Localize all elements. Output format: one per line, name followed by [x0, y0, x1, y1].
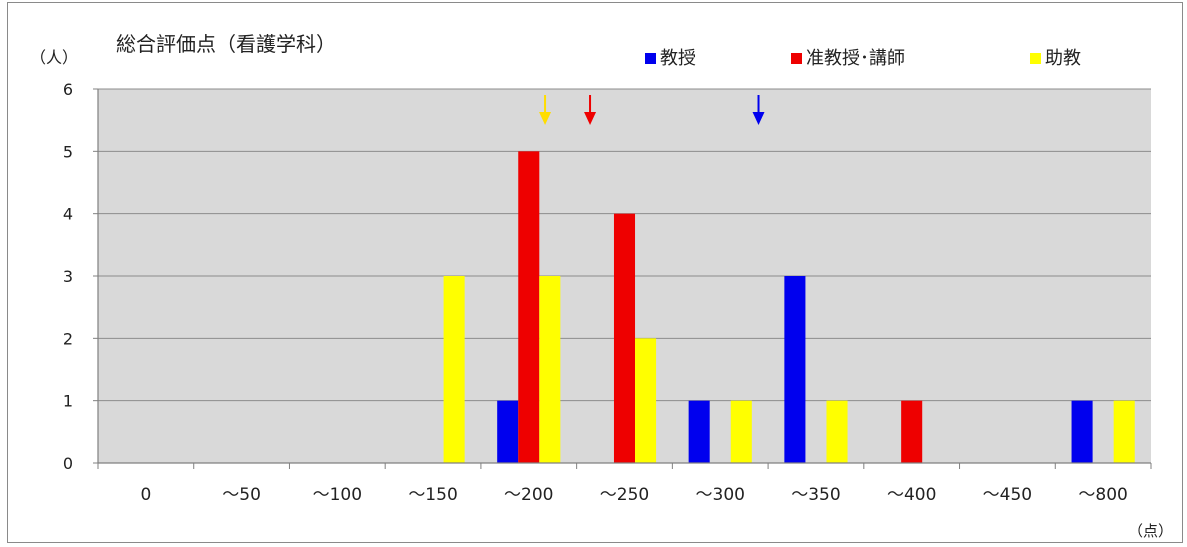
x-tick-label: 〜150 [408, 485, 457, 505]
bar [901, 400, 923, 463]
bar [518, 151, 540, 464]
bar [613, 213, 636, 463]
x-tick-label: 〜450 [983, 485, 1032, 505]
y-axis-unit-label: （人） [30, 48, 78, 67]
y-tick-label: 0 [63, 454, 73, 473]
bar [784, 276, 806, 463]
y-tick-label: 3 [63, 267, 73, 286]
mean-arrows [539, 95, 765, 125]
axes [93, 88, 1152, 469]
bar [497, 400, 519, 463]
y-tick-label: 4 [63, 205, 73, 224]
x-tick-label: 〜300 [696, 485, 745, 505]
x-tick-label: 〜350 [791, 485, 840, 505]
chart-frame: 0 1 2 3 4 5 6 0 〜50 〜100 〜150 〜200 〜250 〜300 〜350 〜400 〜… [7, 2, 1183, 543]
legend-swatch [1030, 53, 1041, 64]
bar [1071, 400, 1093, 463]
y-tick-label: 5 [63, 142, 73, 161]
bar [539, 276, 561, 463]
y-tick-label: 6 [63, 80, 73, 99]
x-tick-label: 〜250 [600, 485, 649, 505]
mean-arrow-head [539, 112, 552, 125]
x-axis-unit-label: （点） [1128, 522, 1173, 540]
bar [443, 276, 465, 463]
bar [635, 338, 657, 463]
x-tick-label: 〜200 [504, 485, 553, 505]
legend-swatch [645, 53, 656, 64]
x-tick-label: 〜800 [1078, 485, 1127, 505]
bar [730, 400, 752, 463]
legend-label: 教授 [660, 48, 696, 69]
bar [1113, 400, 1135, 463]
x-tick-label: 〜400 [887, 485, 936, 505]
legend-label: 助教 [1045, 48, 1081, 69]
histogram-chart: 0 1 2 3 4 5 6 0 〜50 〜100 〜150 〜200 〜250 〜300 〜350 〜400 〜… [30, 32, 1173, 540]
mean-arrow-head [752, 112, 765, 125]
tick-labels: 0 1 2 3 4 5 6 0 〜50 〜100 〜150 〜200 〜250 〜300 〜350 〜400 〜… [63, 80, 1128, 505]
x-tick-label: 0 [140, 485, 151, 505]
legend-label: 准教授･講師 [806, 48, 905, 69]
bars [443, 151, 1135, 464]
x-tick-label: 〜100 [313, 485, 362, 505]
chart-title: 総合評価点（看護学科） [116, 32, 336, 56]
mean-arrow-head [584, 112, 597, 125]
legend: 教授 准教授･講師 助教 [645, 48, 1081, 69]
bar [826, 400, 848, 463]
legend-swatch [791, 53, 802, 64]
bar [688, 400, 710, 463]
x-tick-label: 〜50 [222, 485, 261, 505]
y-tick-label: 1 [63, 392, 73, 411]
y-tick-label: 2 [63, 329, 73, 348]
